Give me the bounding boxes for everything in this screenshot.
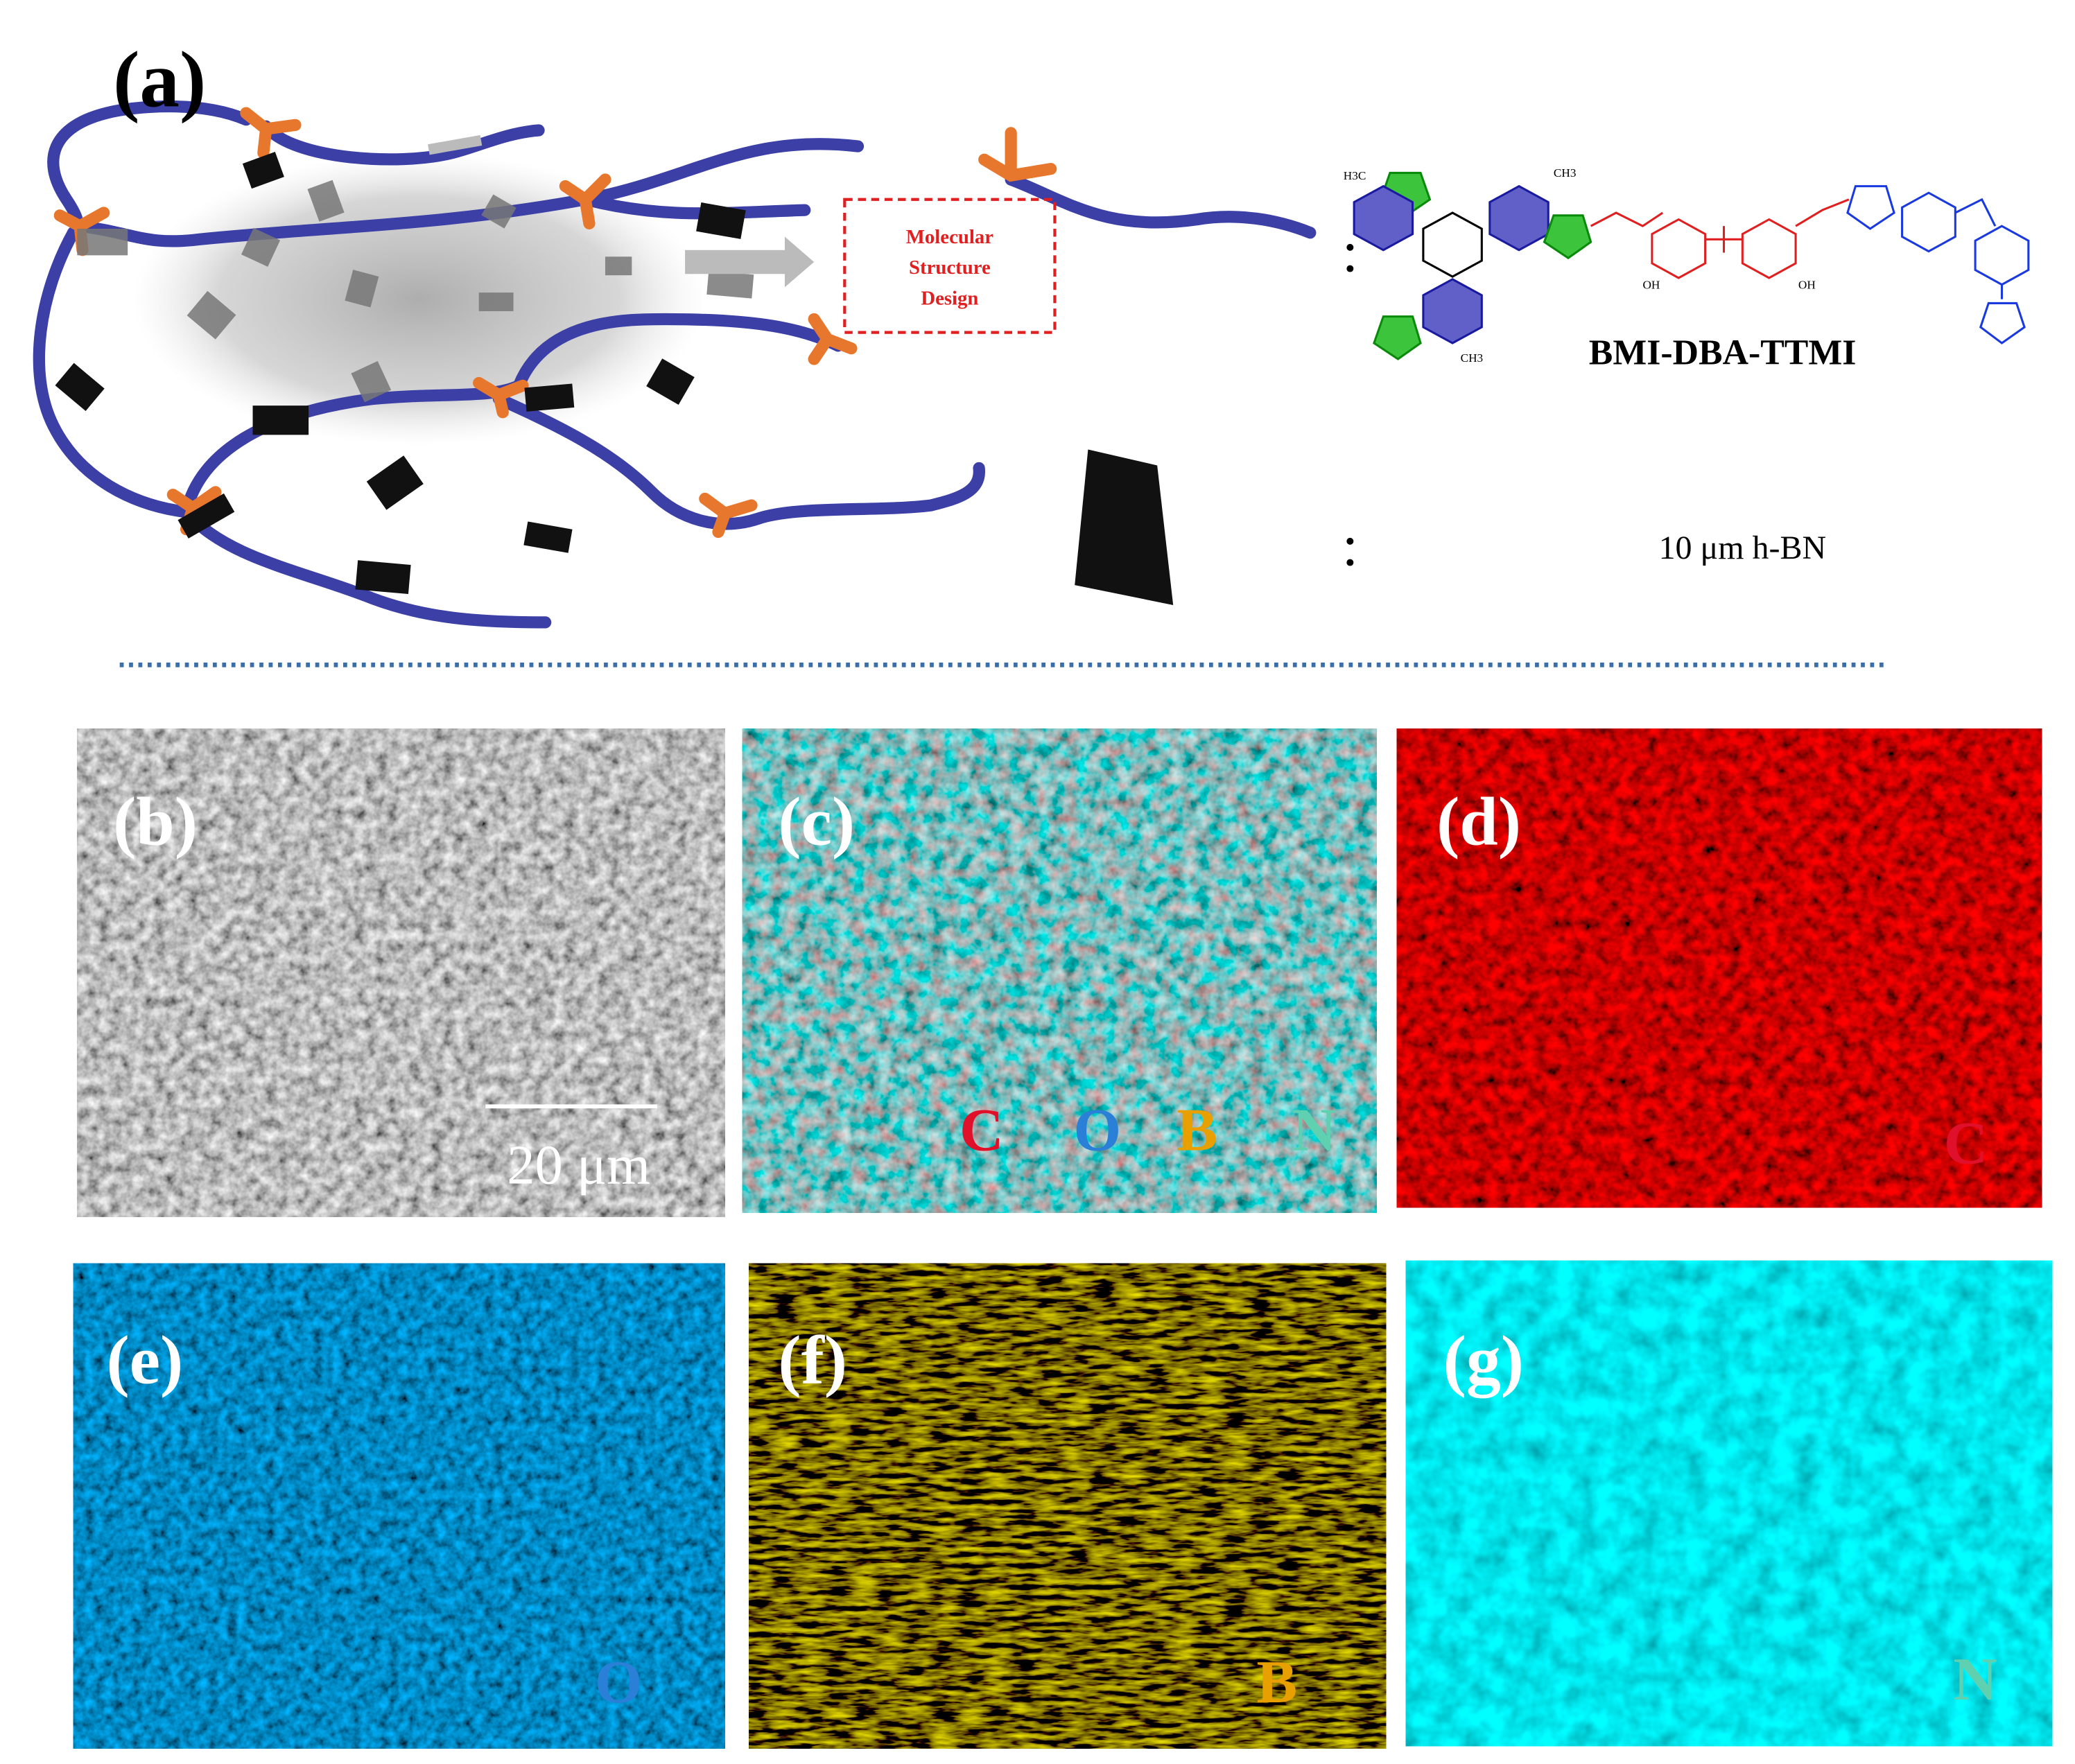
shape-circle bbox=[1346, 537, 1354, 545]
panel-label: (b) bbox=[113, 783, 198, 859]
shape-polygon bbox=[1075, 449, 1174, 605]
shape-rect bbox=[524, 383, 575, 412]
shape-polygon bbox=[1979, 302, 2026, 344]
shape-rect bbox=[77, 228, 128, 256]
eds-map bbox=[73, 1263, 725, 1749]
shape-rect bbox=[478, 292, 514, 311]
shape-rect bbox=[252, 405, 309, 435]
shape-rect bbox=[428, 134, 483, 155]
atom-label: CH3 bbox=[1554, 166, 1577, 180]
shape-rect bbox=[646, 358, 695, 405]
shape-rect bbox=[241, 227, 281, 267]
element-label: N bbox=[1292, 1097, 1337, 1164]
shape-path bbox=[1795, 198, 1850, 227]
shape-polygon bbox=[1651, 218, 1707, 279]
atom-label: CH3 bbox=[1461, 351, 1484, 365]
eds-map bbox=[749, 1263, 1387, 1749]
panel-label: (f) bbox=[778, 1321, 847, 1398]
shape-rect bbox=[55, 363, 105, 411]
shape-polygon bbox=[1353, 184, 1414, 252]
schematic bbox=[33, 100, 2030, 667]
shape-polygon bbox=[1422, 211, 1483, 278]
panel-label: (g) bbox=[1443, 1321, 1524, 1398]
atom-label: OH bbox=[1642, 278, 1660, 291]
filler-name: 10 μm h-BN bbox=[1659, 530, 1827, 566]
panel-label: (d) bbox=[1436, 783, 1521, 859]
shape-rect bbox=[523, 521, 573, 553]
element-label: O bbox=[1074, 1097, 1122, 1164]
shape-polygon bbox=[1488, 184, 1549, 252]
shape-path bbox=[47, 100, 252, 239]
shape-rect bbox=[345, 270, 379, 308]
shape-rect bbox=[605, 256, 632, 276]
shape-circle bbox=[1346, 243, 1354, 251]
shape-path bbox=[33, 227, 193, 518]
shape-path bbox=[1705, 226, 1743, 253]
shape-circle bbox=[1346, 265, 1354, 272]
shape-path bbox=[1005, 173, 1317, 239]
shape-path bbox=[73, 138, 865, 247]
panel-label: (e) bbox=[106, 1321, 183, 1398]
design-text: Design bbox=[921, 287, 978, 309]
shape-path bbox=[699, 492, 758, 539]
element-label: B bbox=[1256, 1648, 1297, 1716]
element-label: C bbox=[1944, 1110, 1988, 1178]
element-label: C bbox=[960, 1097, 1004, 1164]
shape-rect bbox=[843, 198, 1057, 334]
shape-rect bbox=[307, 180, 345, 222]
shape-rect bbox=[355, 560, 411, 595]
element-label: O bbox=[595, 1648, 643, 1716]
shape-rect bbox=[351, 360, 392, 403]
shape-polygon bbox=[1373, 315, 1422, 360]
shape-rect bbox=[186, 290, 236, 340]
sem-image bbox=[77, 728, 725, 1217]
shape-g bbox=[1353, 171, 2030, 360]
shape-polygon bbox=[1543, 214, 1592, 260]
panel-label: (c) bbox=[778, 783, 855, 859]
shape-path bbox=[240, 107, 302, 159]
shape-path bbox=[473, 376, 529, 419]
scale-bar-label: 20 μm bbox=[507, 1135, 650, 1196]
shape-rect bbox=[481, 194, 516, 229]
shape-rect bbox=[242, 152, 284, 189]
shape-circle bbox=[1346, 559, 1354, 566]
shape-g bbox=[1346, 243, 1354, 566]
shape-path bbox=[559, 173, 611, 229]
shape-ellipse bbox=[132, 152, 705, 446]
design-text: Structure bbox=[909, 256, 991, 279]
shape-polygon bbox=[1901, 191, 1956, 253]
eds-map bbox=[1396, 728, 2042, 1208]
shape-path bbox=[579, 193, 811, 220]
shape-path bbox=[808, 313, 858, 365]
shape-polygon bbox=[1422, 278, 1483, 344]
element-label: B bbox=[1177, 1097, 1217, 1164]
design-text: Molecular bbox=[906, 226, 993, 248]
shape-path bbox=[1590, 211, 1664, 227]
shape-path bbox=[978, 127, 1057, 182]
atom-label: H3C bbox=[1344, 169, 1366, 182]
molecule-name: BMI-DBA-TTMI bbox=[1589, 333, 1857, 373]
element-label: N bbox=[1953, 1645, 1997, 1713]
shape-g bbox=[55, 134, 754, 595]
shape-rect bbox=[366, 455, 424, 510]
shape-path bbox=[180, 506, 552, 629]
shape-path bbox=[492, 392, 985, 530]
shape-path bbox=[260, 120, 545, 166]
panel-label: (a) bbox=[113, 35, 206, 123]
eds-overlay bbox=[742, 728, 1377, 1213]
shape-rect bbox=[177, 493, 235, 539]
atom-label: OH bbox=[1798, 278, 1816, 291]
shape-polygon bbox=[1741, 218, 1797, 279]
eds-map bbox=[1405, 1260, 2053, 1747]
shape-polygon bbox=[685, 236, 815, 288]
shape-polygon bbox=[1974, 225, 2030, 286]
shape-rect bbox=[706, 270, 754, 299]
shape-g: Molecular Structure Design bbox=[906, 226, 993, 309]
shape-polygon bbox=[1846, 185, 1895, 230]
shape-path bbox=[1954, 198, 1997, 227]
shape-rect bbox=[696, 202, 746, 239]
